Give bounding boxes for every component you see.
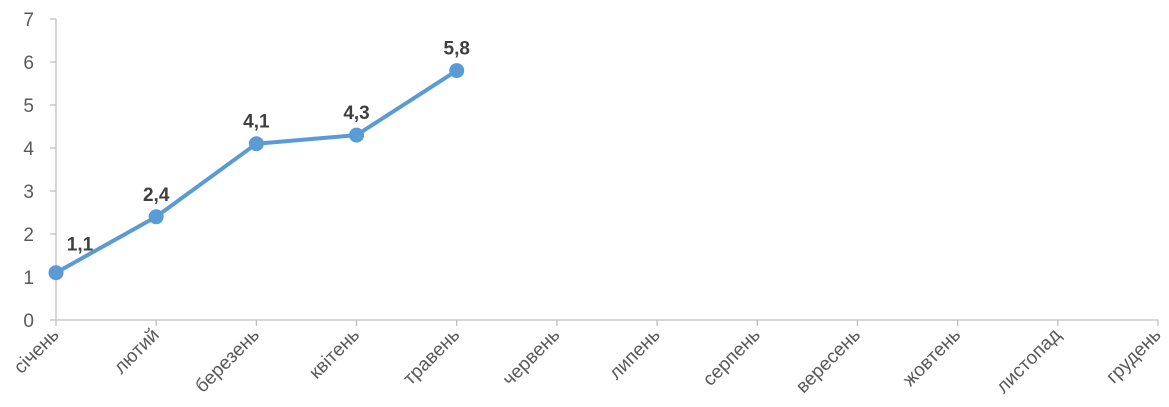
x-tick-label: листопад	[992, 325, 1065, 398]
x-axis-ticks: січень лютий березень квітень травень червень…	[10, 320, 1166, 398]
data-label: 5,8	[444, 39, 470, 60]
y-tick-label: 0	[23, 311, 34, 332]
y-tick-label: 4	[23, 139, 34, 160]
data-point	[349, 127, 365, 143]
data-point	[449, 63, 465, 79]
data-point	[148, 209, 164, 225]
x-tick-label: травень	[399, 325, 464, 390]
data-label: 4,1	[243, 112, 270, 133]
y-tick-label: 3	[23, 182, 34, 203]
y-tick-label: 2	[23, 225, 34, 246]
x-tick-label: червень	[499, 325, 565, 391]
y-tick-label: 1	[23, 268, 34, 289]
x-tick-label: липень	[605, 325, 664, 384]
x-tick-label: грудень	[1102, 325, 1165, 388]
x-tick-label: квітень	[305, 325, 364, 384]
data-label: 4,3	[343, 103, 369, 124]
x-tick-label: січень	[10, 325, 64, 379]
data-label: 2,4	[143, 185, 170, 206]
data-point	[248, 136, 264, 152]
x-tick-label: серпень	[699, 325, 765, 391]
data-label: 1,1	[67, 235, 94, 256]
series-line-path	[54, 68, 459, 275]
data-labels: 1,1 2,4 4,1 4,3 5,8	[67, 39, 470, 256]
x-tick-label: лютий	[110, 325, 164, 379]
y-axis-ticks: 0 1 2 3 4 5 6 7	[23, 10, 56, 332]
y-tick-label: 7	[23, 10, 34, 31]
y-tick-label: 5	[23, 96, 34, 117]
y-tick-label: 6	[23, 53, 34, 74]
x-tick-label: жовтень	[899, 325, 965, 391]
data-point	[48, 265, 64, 281]
x-tick-label: вересень	[792, 325, 865, 398]
series-line	[48, 63, 465, 281]
x-tick-label: березень	[191, 325, 263, 397]
